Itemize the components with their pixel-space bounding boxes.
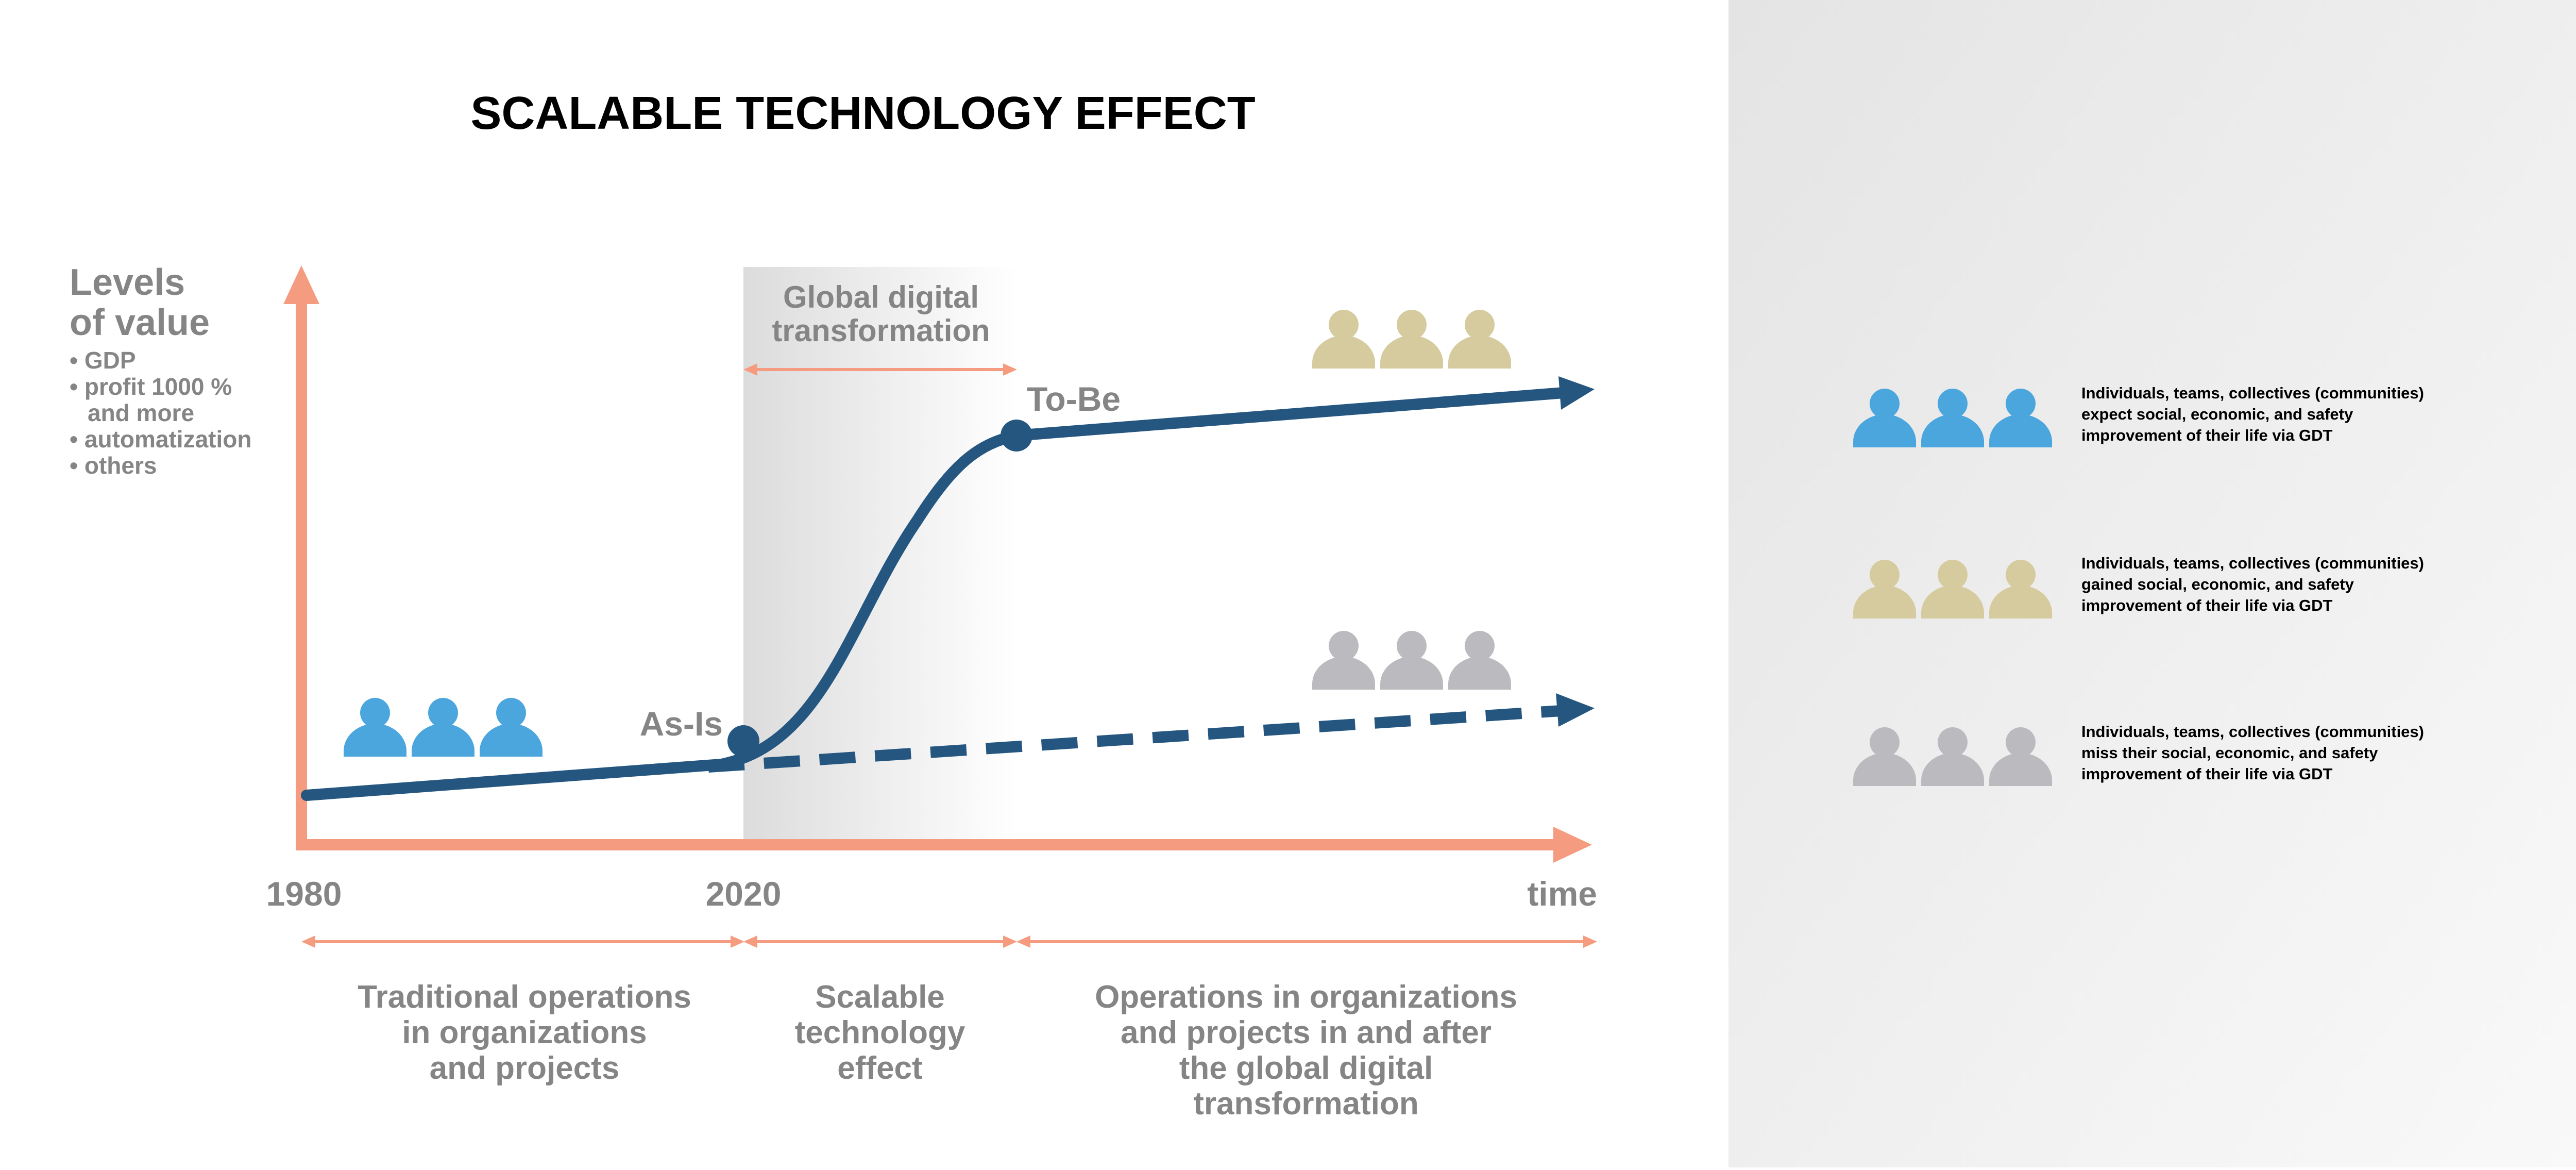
curve-arrow-icon: [1558, 376, 1595, 410]
legend-text-line: improvement of their life via GDT: [2081, 765, 2333, 783]
phase-label-line: Operations in organizations: [1095, 979, 1517, 1015]
y-axis-label-line-2: of value: [70, 302, 210, 343]
as-is-marker: [727, 725, 759, 757]
person-icon: [344, 698, 406, 757]
arrow-head-icon: [731, 935, 744, 948]
x-axis: [296, 827, 1592, 863]
arrow-head-icon: [301, 935, 315, 948]
legend-text-line: miss their social, economic, and safety: [2081, 744, 2378, 762]
phase-label-line: and projects: [430, 1050, 620, 1086]
x-axis-label: time: [1527, 875, 1597, 913]
legend-text-line: gained social, economic, and safety: [2081, 575, 2354, 593]
people-group-gold: [1312, 310, 1511, 369]
legend-entry-miss: Individuals, teams, collectives (communi…: [1853, 723, 2424, 786]
y-axis-bullet: and more: [88, 399, 194, 426]
x-axis-arrow-icon: [1553, 827, 1592, 863]
to-be-marker: [1001, 420, 1032, 452]
legend-text-line: expect social, economic, and safety: [2081, 405, 2353, 423]
y-axis-bullet: • others: [70, 452, 157, 479]
y-axis-bullet: • automatization: [70, 426, 251, 453]
page-title: SCALABLE TECHNOLOGY EFFECT: [470, 88, 1255, 139]
person-icon: [1312, 310, 1375, 369]
x-tick-mid: 2020: [706, 875, 782, 913]
phase-label-line: Traditional operations: [358, 979, 691, 1015]
transformation-label-line-2: transformation: [772, 313, 990, 348]
legend-text-line: improvement of their life via GDT: [2081, 596, 2333, 614]
person-icon: [1380, 310, 1443, 369]
phase-label-traditional: Traditional operations in organizations …: [358, 979, 691, 1086]
arrow-head-icon: [1003, 363, 1017, 376]
phase-label-line: Scalable: [815, 979, 945, 1015]
legend-text-line: Individuals, teams, collectives (communi…: [2081, 554, 2424, 572]
phase-label-line: effect: [837, 1050, 922, 1086]
person-icon: [412, 698, 474, 757]
phase-label-line: transformation: [1193, 1086, 1418, 1122]
arrow-head-icon: [1003, 935, 1017, 948]
phase-label-operations: Operations in organizations and projects…: [1095, 979, 1517, 1122]
person-icon: [1380, 631, 1443, 690]
x-tick-start: 1980: [266, 875, 342, 913]
phase-label-line: and projects in and after: [1121, 1015, 1492, 1050]
arrow-head-icon: [743, 363, 757, 376]
phase-label-scalable: Scalable technology effect: [795, 979, 965, 1086]
people-group-gray: [1312, 631, 1511, 690]
legend-panel: [1728, 0, 2576, 1167]
legend-text-line: Individuals, teams, collectives (communi…: [2081, 384, 2424, 402]
legend-entry-gained: Individuals, teams, collectives (communi…: [1853, 554, 2424, 619]
value-curve-dashed: [708, 705, 1562, 773]
person-icon: [1312, 631, 1375, 690]
person-icon: [480, 698, 543, 757]
y-axis: [283, 265, 319, 850]
y-axis-bullet: • profit 1000 %: [70, 373, 232, 400]
dashed-arrow-icon: [1556, 693, 1595, 727]
legend-text-line: Individuals, teams, collectives (communi…: [2081, 723, 2424, 741]
arrow-head-icon: [1016, 935, 1030, 948]
y-axis-arrow-icon: [283, 265, 319, 304]
legend-text-line: improvement of their life via GDT: [2081, 426, 2333, 444]
people-group-blue: [344, 698, 543, 757]
value-curve-solid: [301, 387, 1569, 801]
phase-label-line: technology: [795, 1015, 965, 1050]
person-icon: [1448, 631, 1511, 690]
transformation-zone: [743, 267, 1016, 840]
y-axis-bullet: • GDP: [70, 347, 136, 374]
arrow-head-icon: [1583, 935, 1597, 948]
y-axis-label-line-1: Levels: [70, 262, 185, 303]
to-be-label: To-Be: [1027, 380, 1121, 418]
as-is-label: As-Is: [640, 705, 723, 743]
transformation-label-line-1: Global digital: [783, 280, 979, 314]
phase-label-line: the global digital: [1179, 1050, 1433, 1086]
legend-entry-expect: Individuals, teams, collectives (communi…: [1853, 384, 2424, 447]
person-icon: [1448, 310, 1511, 369]
transformation-range-arrow: [743, 363, 1017, 376]
arrow-head-icon: [743, 935, 757, 948]
phase-label-line: in organizations: [402, 1015, 647, 1050]
phase-range-arrows: [301, 935, 1597, 948]
